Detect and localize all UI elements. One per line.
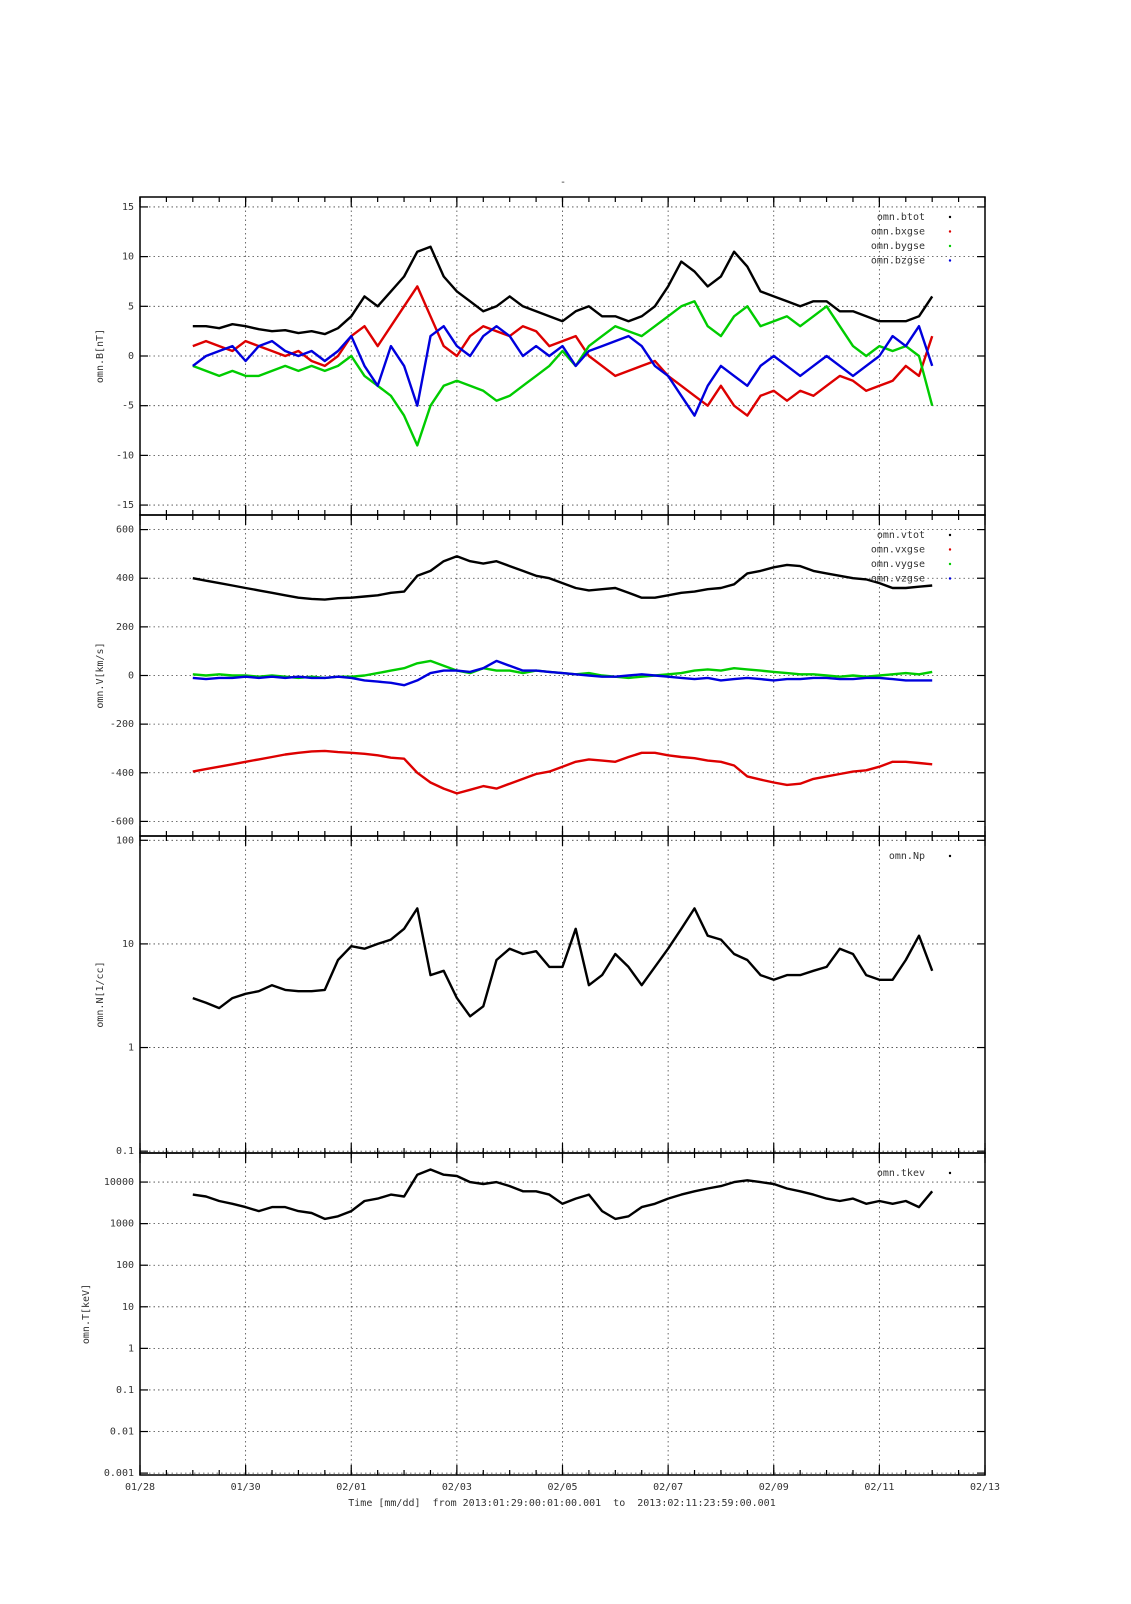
y-tick-label: 600 xyxy=(116,525,134,536)
data-series xyxy=(192,555,933,601)
y-tick-label: 5 xyxy=(128,301,134,312)
y-tick-label: 10 xyxy=(122,252,134,263)
y-tick-label: 0 xyxy=(128,671,134,682)
y-tick-label: 0 xyxy=(128,351,134,362)
legend-label: omn.btot xyxy=(877,212,925,223)
legend-marker xyxy=(948,854,952,858)
plot-frame xyxy=(139,1152,986,1476)
y-tick-label: 100 xyxy=(116,835,134,846)
y-tick-label: 100 xyxy=(116,1260,134,1271)
data-series xyxy=(192,1168,934,1221)
legend-label: omn.Np xyxy=(889,851,925,862)
legend-marker xyxy=(948,259,952,262)
x-axis-label: Time [mm/dd] from 2013:01:29:00:01:00.00… xyxy=(348,1498,775,1509)
x-tick-label: 02/05 xyxy=(547,1482,577,1493)
y-tick-label: 0.1 xyxy=(116,1385,134,1396)
chart-title: - xyxy=(560,177,566,188)
data-series xyxy=(192,285,934,417)
data-series xyxy=(192,300,934,447)
legend-marker xyxy=(948,230,952,233)
legend-label: omn.vxgse xyxy=(871,545,925,556)
y-tick-label: -5 xyxy=(122,401,134,412)
y-tick-label: 1 xyxy=(128,1343,134,1354)
y-tick-label: 400 xyxy=(116,573,134,584)
y-tick-label: 15 xyxy=(122,202,134,213)
y-tick-label: 1 xyxy=(128,1043,134,1054)
y-tick-label: 0.01 xyxy=(110,1427,134,1438)
y-axis-label: omn.N[1/cc] xyxy=(95,961,106,1027)
legend-marker xyxy=(948,548,952,551)
y-axis-label: omn.B[nT] xyxy=(95,329,106,383)
y-tick-label: -15 xyxy=(116,500,134,511)
y-tick-label: -10 xyxy=(116,450,134,461)
data-series xyxy=(192,659,933,687)
y-tick-label: 10 xyxy=(122,1302,134,1313)
legend-label: omn.bzgse xyxy=(871,256,925,267)
x-tick-label: 02/03 xyxy=(442,1482,472,1493)
legend-label: omn.vygse xyxy=(871,559,925,570)
data-series xyxy=(192,245,934,336)
legend-marker xyxy=(948,533,952,537)
data-series xyxy=(192,907,934,1018)
legend-label: omn.bxgse xyxy=(871,227,925,238)
x-tick-label: 01/30 xyxy=(231,1482,261,1493)
legend-marker xyxy=(948,562,952,566)
data-series xyxy=(192,749,933,795)
x-tick-label: 02/09 xyxy=(759,1482,789,1493)
y-axis-label: omn.T[keV] xyxy=(81,1284,92,1344)
legend-label: omn.tkev xyxy=(877,1168,925,1179)
legend-marker xyxy=(948,1171,952,1175)
legend-marker xyxy=(948,577,952,580)
data-series xyxy=(192,325,934,417)
legend-label: omn.vtot xyxy=(877,530,925,541)
legend-marker xyxy=(948,244,952,248)
y-tick-label: -400 xyxy=(110,768,134,779)
y-tick-label: 0.001 xyxy=(104,1468,134,1479)
y-axis-label: omn.V[km/s] xyxy=(95,642,106,708)
x-tick-label: 02/13 xyxy=(970,1482,1000,1493)
y-tick-label: 1000 xyxy=(110,1219,134,1230)
legend-label: omn.bygse xyxy=(871,241,925,252)
x-tick-label: 02/01 xyxy=(336,1482,366,1493)
x-tick-label: 02/07 xyxy=(653,1482,683,1493)
x-tick-label: 02/11 xyxy=(864,1482,894,1493)
y-tick-label: -600 xyxy=(110,816,134,827)
y-tick-label: 200 xyxy=(116,622,134,633)
y-tick-label: 10 xyxy=(122,939,134,950)
legend-marker xyxy=(948,215,952,219)
y-tick-label: 0.1 xyxy=(116,1146,134,1157)
y-tick-label: -200 xyxy=(110,719,134,730)
y-tick-label: 10000 xyxy=(104,1177,134,1188)
legend-label: omn.vzgse xyxy=(871,574,925,585)
x-tick-label: 01/28 xyxy=(125,1482,155,1493)
